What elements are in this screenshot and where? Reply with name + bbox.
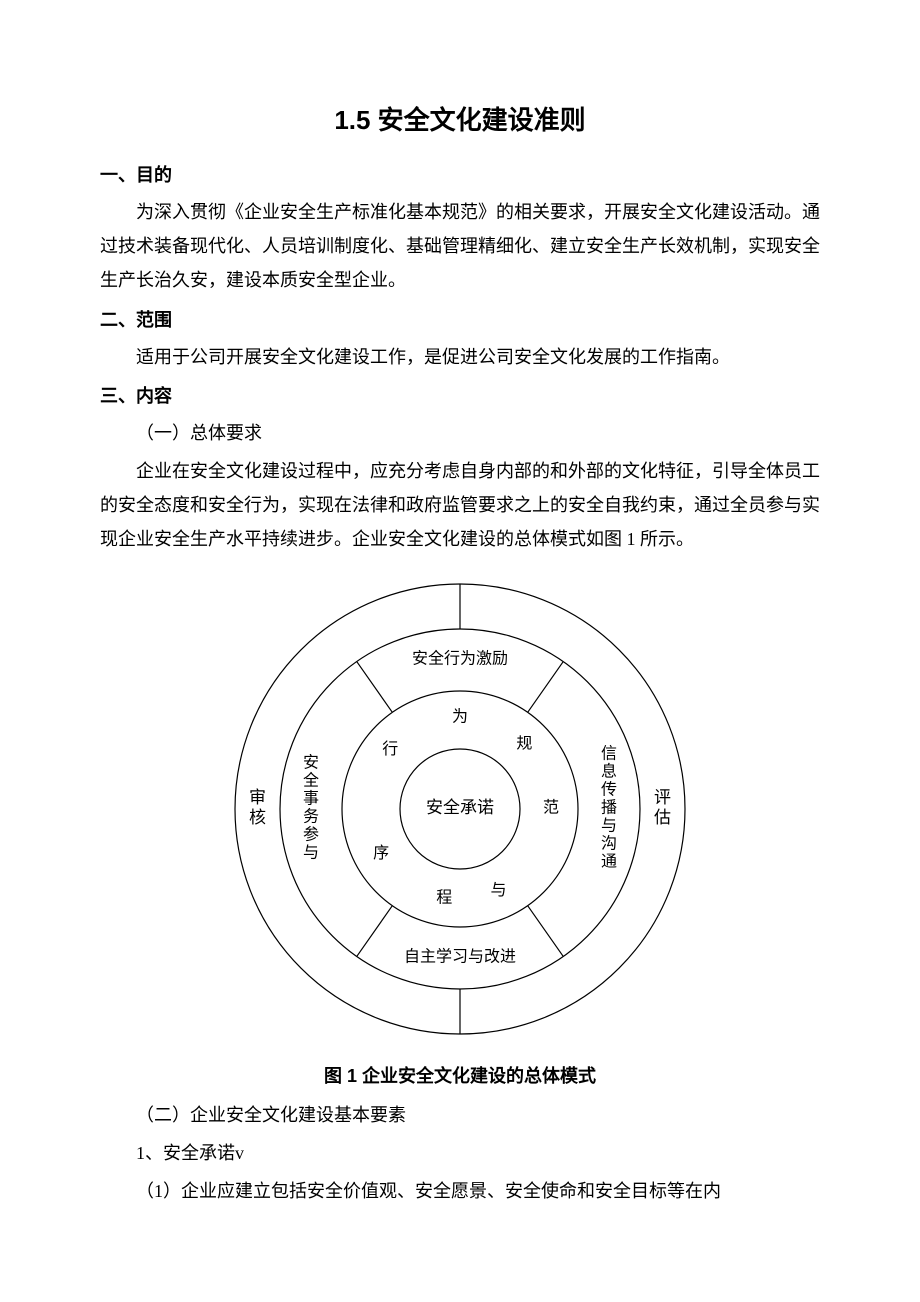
svg-text:行: 行 (382, 740, 398, 758)
svg-text:息: 息 (601, 762, 617, 780)
svg-text:程: 程 (436, 888, 452, 906)
section-3-sub2-item1-body: （1）企业应建立包括安全价值观、安全愿景、安全使命和安全目标等在内 (100, 1174, 820, 1208)
svg-text:沟: 沟 (601, 834, 617, 852)
svg-text:规: 规 (516, 734, 532, 752)
svg-text:全: 全 (303, 771, 319, 789)
svg-text:自主学习与改进: 自主学习与改进 (404, 947, 516, 965)
svg-text:播: 播 (601, 798, 617, 816)
document-title: 1.5 安全文化建设准则 (100, 100, 820, 137)
svg-text:安全承诺: 安全承诺 (426, 797, 494, 816)
svg-text:与: 与 (601, 816, 617, 834)
svg-text:与: 与 (303, 843, 319, 861)
svg-text:核: 核 (249, 807, 266, 826)
svg-text:评: 评 (654, 787, 671, 806)
section-2-heading: 二、范围 (100, 306, 820, 332)
section-3-sub2-heading: （二）企业安全文化建设基本要素 (100, 1098, 820, 1132)
svg-text:安全行为激励: 安全行为激励 (412, 649, 508, 667)
svg-text:传: 传 (601, 780, 617, 798)
svg-text:事: 事 (303, 789, 319, 807)
section-1-body: 为深入贯彻《企业安全生产标准化基本规范》的相关要求，开展安全文化建设活动。通过技… (100, 195, 820, 298)
section-3-sub1-heading: （一）总体要求 (100, 416, 820, 450)
svg-text:估: 估 (654, 807, 671, 826)
svg-text:信: 信 (601, 744, 617, 762)
svg-text:通: 通 (601, 852, 617, 870)
section-3-sub2-item1-heading: 1、安全承诺v (100, 1136, 820, 1170)
svg-text:为: 为 (452, 707, 468, 725)
diagram-caption: 图 1 企业安全文化建设的总体模式 (100, 1062, 820, 1088)
svg-text:审: 审 (249, 787, 266, 806)
section-2-body: 适用于公司开展安全文化建设工作，是促进公司安全文化发展的工作指南。 (100, 340, 820, 374)
section-3-sub1-body: 企业在安全文化建设过程中，应充分考虑自身内部的和外部的文化特征，引导全体员工的安… (100, 454, 820, 557)
document-page: 1.5 安全文化建设准则 一、目的 为深入贯彻《企业安全生产标准化基本规范》的相… (0, 0, 920, 1302)
svg-text:范: 范 (543, 798, 559, 816)
svg-text:序: 序 (373, 844, 389, 862)
section-1-heading: 一、目的 (100, 161, 820, 187)
svg-text:与: 与 (490, 881, 506, 899)
concentric-diagram: 安全承诺行为规范与程序安全行为激励自主学习与改进安全事务参与信息传播与沟通审核评… (225, 569, 695, 1049)
svg-text:参: 参 (303, 825, 319, 843)
svg-text:安: 安 (303, 753, 319, 771)
svg-text:务: 务 (303, 807, 319, 825)
section-3-heading: 三、内容 (100, 382, 820, 408)
diagram-container: 安全承诺行为规范与程序安全行为激励自主学习与改进安全事务参与信息传播与沟通审核评… (100, 569, 820, 1054)
